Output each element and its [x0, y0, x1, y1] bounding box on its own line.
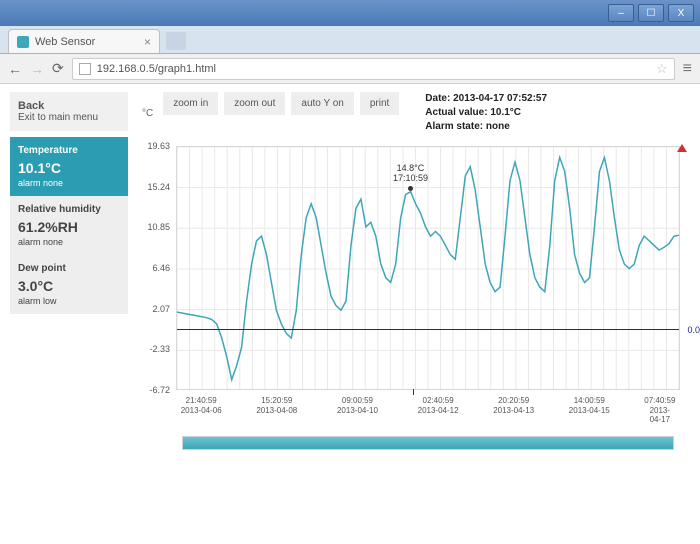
- favicon-icon: [17, 36, 29, 48]
- metric-card-1[interactable]: Relative humidity 61.2%RH alarm none: [10, 196, 128, 255]
- main-panel: °C zoom in zoom out auto Y on print Date: 2…: [128, 92, 690, 538]
- sidebar: Back Exit to main menu Temperature 10.1°C…: [10, 92, 128, 538]
- y-tick-label: 6.46: [152, 263, 170, 273]
- print-button[interactable]: print: [360, 92, 399, 115]
- browser-tabstrip: Web Sensor ×: [0, 26, 700, 54]
- browser-tab[interactable]: Web Sensor ×: [8, 29, 160, 53]
- new-tab-button[interactable]: [166, 32, 186, 50]
- x-tick-label: 02:40:592013-04-12: [418, 396, 459, 415]
- alarm-marker-icon: [677, 144, 687, 152]
- metric-value: 61.2%RH: [18, 219, 120, 235]
- zero-label: 0.00: [687, 325, 700, 335]
- bookmark-icon[interactable]: ☆: [656, 61, 668, 77]
- address-bar[interactable]: 192.168.0.5/graph1.html ☆: [72, 58, 675, 80]
- tab-title: Web Sensor: [35, 36, 95, 48]
- info-alarm: Alarm state: none: [425, 120, 547, 134]
- metric-value: 3.0°C: [18, 278, 120, 294]
- zoom-out-button[interactable]: zoom out: [224, 92, 285, 115]
- scrollbar-thumb[interactable]: [183, 437, 673, 449]
- url-text: 192.168.0.5/graph1.html: [97, 63, 216, 75]
- chart-area: 19.63 15.24 10.85 6.46 2.07 -2.33 -6.72 0.00 1…: [142, 140, 690, 538]
- chart-info: Date: 2013-04-17 07:52:57 Actual value: …: [425, 92, 547, 134]
- chart-tooltip: 14.8°C 17:10:59: [393, 164, 428, 191]
- info-actual: Actual value: 10.1°C: [425, 106, 547, 120]
- metric-alarm: alarm none: [18, 237, 120, 247]
- zoom-in-button[interactable]: zoom in: [163, 92, 218, 115]
- y-tick-label: 19.63: [147, 141, 170, 151]
- window-maximize-button[interactable]: ☐: [638, 4, 664, 22]
- y-axis: 19.6315.2410.856.462.07-2.33-6.72: [142, 140, 174, 390]
- y-tick-label: 2.07: [152, 304, 170, 314]
- metric-alarm: alarm low: [18, 296, 120, 306]
- x-tick-label: 14:00:592013-04-15: [569, 396, 610, 415]
- x-tick-marker: [413, 389, 414, 395]
- x-tick-label: 09:00:592013-04-10: [337, 396, 378, 415]
- back-title: Back: [18, 100, 120, 112]
- auto-Y-on-button[interactable]: auto Y on: [291, 92, 353, 115]
- tab-close-icon[interactable]: ×: [144, 35, 151, 49]
- back-subtitle: Exit to main menu: [18, 112, 120, 123]
- page-content: Back Exit to main menu Temperature 10.1°C…: [0, 84, 700, 542]
- tooltip-dot-icon: [408, 186, 413, 191]
- x-axis: 21:40:592013-04-06 15:20:592013-04-08 09:0…: [176, 396, 680, 426]
- back-icon[interactable]: ←: [8, 61, 22, 77]
- window-close-button[interactable]: X: [668, 4, 694, 22]
- window-titlebar: – ☐ X: [0, 0, 700, 26]
- chart-scrollbar[interactable]: [182, 436, 674, 450]
- y-tick-label: 15.24: [147, 182, 170, 192]
- tooltip-time: 17:10:59: [393, 174, 428, 184]
- browser-toolbar: ← → ⟳ 192.168.0.5/graph1.html ☆ ≡: [0, 54, 700, 84]
- chart-plot[interactable]: 0.00 14.8°C 17:10:59: [176, 146, 680, 390]
- y-tick-label: -2.33: [149, 344, 170, 354]
- back-link[interactable]: Back Exit to main menu: [10, 92, 128, 131]
- window-minimize-button[interactable]: –: [608, 4, 634, 22]
- reload-icon[interactable]: ⟳: [52, 60, 64, 77]
- menu-icon[interactable]: ≡: [683, 60, 692, 78]
- unit-label: °C: [142, 108, 153, 119]
- x-tick-label: 21:40:592013-04-06: [181, 396, 222, 415]
- metric-label: Relative humidity: [18, 204, 120, 215]
- metric-card-2[interactable]: Dew point 3.0°C alarm low: [10, 255, 128, 314]
- metric-label: Dew point: [18, 263, 120, 274]
- y-tick-label: 10.85: [147, 222, 170, 232]
- info-date: Date: 2013-04-17 07:52:57: [425, 92, 547, 106]
- x-tick-label: 20:20:592013-04-13: [493, 396, 534, 415]
- chart-line: [177, 147, 679, 389]
- forward-icon[interactable]: →: [30, 61, 44, 77]
- metric-value: 10.1°C: [18, 160, 120, 176]
- y-tick-label: -6.72: [149, 385, 170, 395]
- metric-alarm: alarm none: [18, 178, 120, 188]
- page-icon: [79, 63, 91, 75]
- x-tick-label: 07:40:592013-04-17: [644, 396, 675, 425]
- metric-label: Temperature: [18, 145, 120, 156]
- x-tick-label: 15:20:592013-04-08: [256, 396, 297, 415]
- chart-toolbar: °C zoom in zoom out auto Y on print Date: 2…: [142, 92, 690, 134]
- zero-line: 0.00: [177, 329, 679, 330]
- metric-card-0[interactable]: Temperature 10.1°C alarm none: [10, 137, 128, 196]
